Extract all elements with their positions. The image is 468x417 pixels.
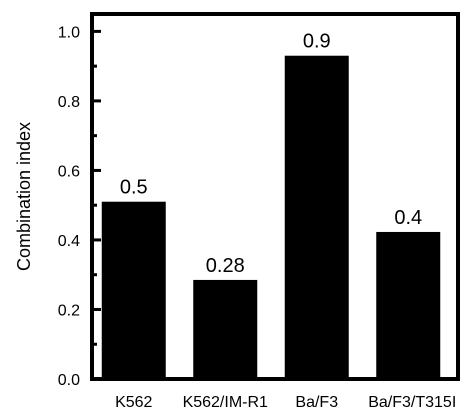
x-tick-label: K562 [115,394,152,411]
x-tick-label: Ba/F3 [295,394,338,411]
data-label: 0.28 [206,255,245,277]
y-tick-label: 0.8 [58,94,80,111]
y-axis-title: Combination index [14,122,34,271]
x-axis-tick-labels: K562 K562/IM-R1 Ba/F3 Ba/F3/T315I [115,394,456,411]
bars [101,55,441,379]
x-tick-label: Ba/F3/T315I [368,394,456,411]
y-tick-label: 0.2 [58,302,80,319]
x-tick-label: K562/IM-R1 [183,394,268,411]
data-label: 0.4 [394,207,422,229]
plot-frame [90,12,460,381]
data-labels: 0.5 0.28 0.9 0.4 [120,31,422,277]
bar [101,201,166,379]
bar [193,279,258,379]
data-label: 0.5 [120,177,148,199]
y-tick-label: 0.6 [58,163,80,180]
y-tick-label: 1.0 [58,24,80,41]
y-tick-label: 0.4 [58,233,80,250]
y-axis-tick-labels: 0.0 0.2 0.4 0.6 0.8 1.0 [58,24,80,389]
bar [376,231,441,379]
data-label: 0.9 [303,31,331,53]
y-tick-label: 0.0 [58,372,80,389]
bar [284,55,349,379]
